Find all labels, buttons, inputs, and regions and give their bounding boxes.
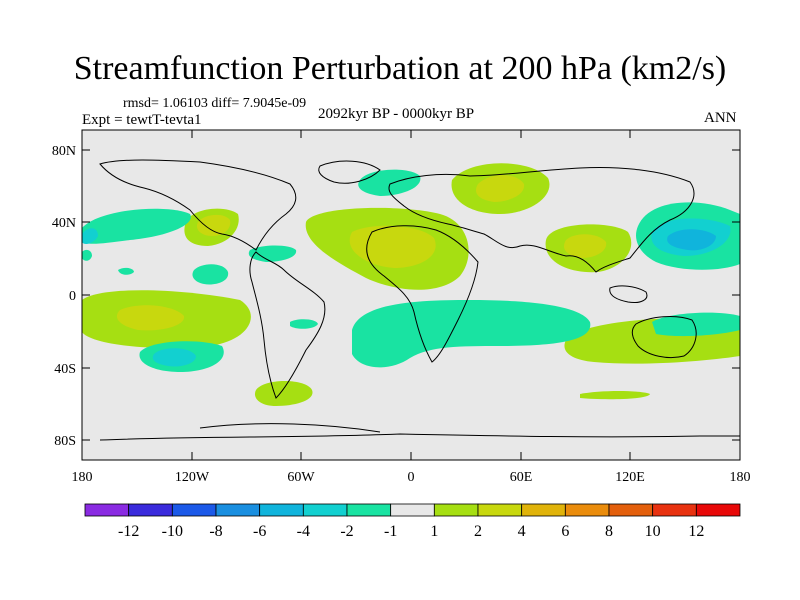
- y-tick-label: 40S: [54, 362, 76, 377]
- legend-label: 1: [430, 523, 438, 540]
- axis-ticks: [82, 130, 740, 460]
- legend-swatch: [84, 503, 130, 517]
- contour-positive-core-3: [349, 225, 436, 268]
- legend-swatch: [128, 503, 173, 517]
- legend-label: 12: [688, 523, 704, 540]
- x-tick-label: 0: [408, 470, 415, 485]
- contour-negative-7: [352, 300, 591, 368]
- contour-negative-core-4: [82, 228, 98, 244]
- legend-swatch: [259, 503, 304, 517]
- legend-swatch: [477, 503, 523, 517]
- contour-negative-1: [358, 169, 421, 196]
- legend-label: -10: [162, 523, 183, 540]
- y-tick-label: 80N: [52, 144, 76, 159]
- coastlines: [99, 159, 740, 441]
- legend-swatch: [564, 503, 610, 517]
- legend-swatch: [521, 503, 566, 517]
- legend-swatch: [302, 503, 348, 517]
- x-tick-label: 180: [72, 470, 93, 485]
- contour-positive-core-1: [475, 175, 525, 202]
- legend-swatch: [652, 503, 697, 517]
- x-tick-label: 180: [730, 470, 751, 485]
- x-tick-label: 120E: [615, 470, 645, 485]
- contour-positive-core-5: [116, 305, 185, 331]
- contour-positive-core-4: [563, 234, 607, 258]
- legend-swatch: [215, 503, 261, 517]
- legend-label: 10: [645, 523, 661, 540]
- contour-positive-core-2: [196, 214, 231, 236]
- legend-label: -2: [340, 523, 353, 540]
- x-tick-label: 60W: [287, 470, 315, 485]
- contour-negative-core-3: [152, 348, 196, 367]
- legend-label: -4: [297, 523, 310, 540]
- legend-label: -6: [253, 523, 266, 540]
- x-tick-label: 60E: [510, 470, 533, 485]
- contour-negative-10: [652, 312, 740, 337]
- legend-swatch: [390, 503, 435, 517]
- period-label: 2092kyr BP - 0000kyr BP: [318, 106, 475, 122]
- contour-negative-4: [192, 264, 229, 285]
- color-legend-labels: -12 -10 -8 -6 -4 -2 -1 1 2 4 6 8 10 12: [118, 523, 704, 540]
- contour-field: [82, 159, 740, 441]
- legend-label: -8: [209, 523, 222, 540]
- legend-swatch: [695, 503, 741, 517]
- y-tick-labels: 80N 40N 0 40S 80S: [52, 144, 76, 449]
- color-legend: [84, 503, 741, 517]
- x-tick-labels: 180 120W 60W 0 60E 120E 180: [72, 470, 751, 485]
- contour-negative-core-2: [667, 229, 716, 251]
- legend-label: -1: [384, 523, 397, 540]
- contour-negative-9: [290, 319, 318, 329]
- contour-negative-2: [82, 208, 191, 244]
- legend-label: 8: [605, 523, 613, 540]
- legend-label: 2: [474, 523, 482, 540]
- legend-swatch: [346, 503, 392, 517]
- legend-swatch: [171, 503, 217, 517]
- legend-swatch: [608, 503, 654, 517]
- legend-swatch: [433, 503, 479, 517]
- contour-negative-11: [82, 249, 92, 261]
- chart-title: Streamfunction Perturbation at 200 hPa (…: [73, 50, 727, 87]
- season-label: ANN: [704, 110, 737, 126]
- legend-label: 4: [518, 523, 526, 540]
- contour-positive-7: [254, 381, 313, 406]
- x-tick-label: 120W: [175, 470, 210, 485]
- stats-label: rmsd= 1.06103 diff= 7.9045e-09: [123, 96, 307, 111]
- y-tick-label: 40N: [52, 216, 76, 231]
- contour-negative-3: [248, 245, 297, 262]
- y-tick-label: 0: [69, 289, 76, 304]
- contour-positive-8: [580, 391, 650, 400]
- legend-label: -12: [118, 523, 139, 540]
- contour-negative-5: [118, 267, 134, 275]
- experiment-label: Expt = tewtT-tevta1: [82, 112, 202, 128]
- y-tick-label: 80S: [54, 434, 76, 449]
- legend-label: 6: [561, 523, 569, 540]
